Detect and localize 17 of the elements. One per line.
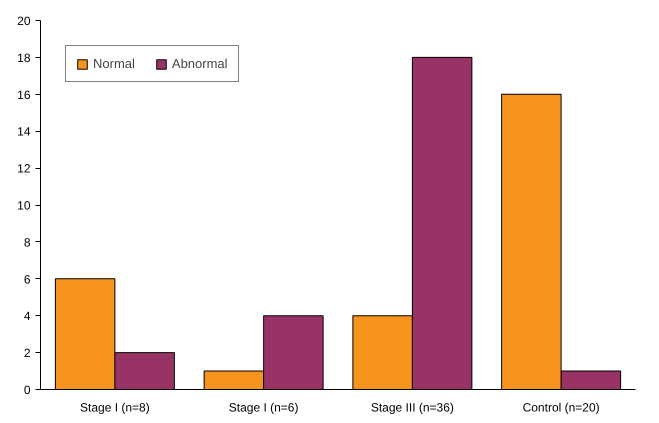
- y-tick-label: 20: [17, 14, 31, 28]
- legend-label: Normal: [93, 56, 135, 71]
- y-tick-label: 4: [24, 309, 31, 324]
- x-tick-label: Control (n=20): [522, 400, 600, 414]
- x-tick-label: Stage I (n=6): [228, 400, 298, 414]
- y-tick-label: 12: [17, 162, 31, 176]
- y-tick-label: 14: [17, 124, 31, 139]
- y-tick-label: 8: [24, 235, 31, 250]
- y-tick-label: 10: [17, 198, 31, 212]
- legend-label: Abnormal: [172, 56, 228, 71]
- x-tick-label: Stage III (n=36): [370, 400, 454, 414]
- y-tick-label: 0: [24, 383, 31, 397]
- y-tick-label: 16: [17, 88, 31, 102]
- x-tick-label: Stage I (n=8): [80, 400, 150, 414]
- y-tick-label: 6: [24, 272, 31, 286]
- y-tick-label: 2: [24, 346, 31, 360]
- y-tick-label: 18: [17, 50, 31, 65]
